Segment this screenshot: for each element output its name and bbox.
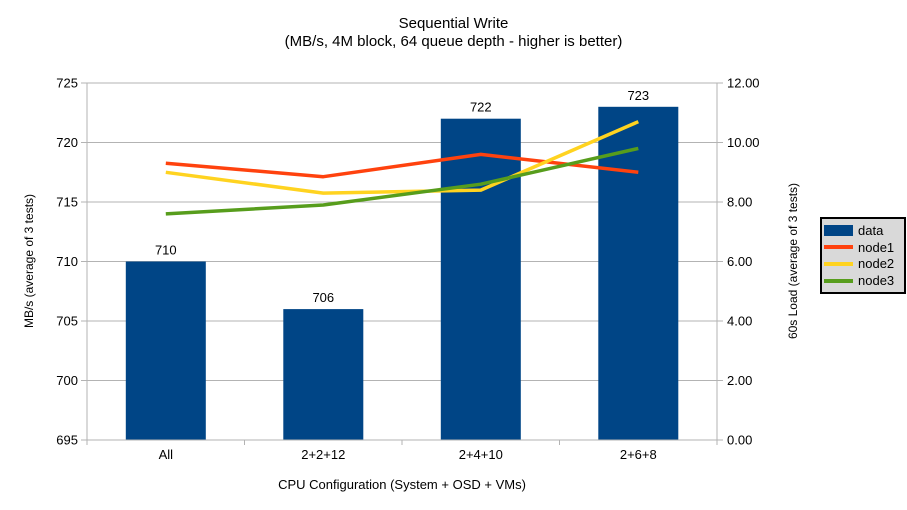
legend-item-data: data — [824, 224, 902, 237]
y-tick-label: 710 — [56, 254, 78, 269]
category-label: 2+4+10 — [459, 447, 503, 462]
y-tick-label: 2.00 — [727, 373, 752, 388]
line-node2 — [165, 120, 639, 195]
legend-swatch-node2 — [824, 261, 853, 266]
bar-data — [283, 309, 364, 440]
legend-label-data: data — [858, 222, 884, 238]
bar-value-label: 706 — [312, 290, 334, 305]
legend-label-node2: node2 — [858, 256, 895, 272]
y-tick-label: 0.00 — [727, 433, 752, 448]
y-tick-label: 725 — [56, 76, 78, 91]
legend-item-node3: node3 — [824, 274, 902, 287]
legend-swatch-node1 — [824, 245, 853, 250]
bar-value-label: 722 — [470, 100, 492, 115]
y-tick-label: 705 — [56, 314, 78, 329]
y-tick-label: 10.00 — [727, 135, 760, 150]
bar-data — [125, 261, 206, 440]
y-tick-label: 700 — [56, 373, 78, 388]
y-tick-label: 6.00 — [727, 254, 752, 269]
legend-label-node1: node1 — [858, 239, 895, 255]
legend: data node1 node2 node3 — [820, 217, 906, 294]
y-tick-label: 12.00 — [727, 76, 760, 91]
chart-title: Sequential Write — [398, 15, 509, 32]
y-tick-label: 695 — [56, 433, 78, 448]
legend-swatch-data — [824, 224, 853, 236]
bar-data — [440, 118, 521, 440]
category-label: 2+6+8 — [620, 447, 657, 462]
left-axis-title: MB/s (average of 3 tests) — [22, 193, 36, 329]
y-tick-label: 715 — [56, 195, 78, 210]
y-tick-label: 8.00 — [727, 195, 752, 210]
y-tick-label: 4.00 — [727, 314, 752, 329]
legend-label-node3: node3 — [858, 273, 895, 289]
legend-swatch-node3 — [824, 278, 853, 283]
line-node1 — [165, 152, 639, 179]
y-tick-label: 720 — [56, 135, 78, 150]
legend-item-node1: node1 — [824, 241, 902, 254]
right-axis-title: 60s Load (average of 3 tests) — [786, 182, 800, 340]
bar-data — [598, 106, 679, 441]
category-label: 2+2+12 — [301, 447, 345, 462]
bar-value-label: 710 — [155, 243, 177, 258]
category-label: All — [159, 447, 174, 462]
chart-subtitle: (MB/s, 4M block, 64 queue depth - higher… — [284, 33, 623, 50]
line-node3 — [165, 146, 639, 216]
legend-item-node2: node2 — [824, 257, 902, 270]
x-axis-title: CPU Configuration (System + OSD + VMs) — [278, 477, 526, 492]
bar-value-label: 723 — [627, 88, 649, 103]
